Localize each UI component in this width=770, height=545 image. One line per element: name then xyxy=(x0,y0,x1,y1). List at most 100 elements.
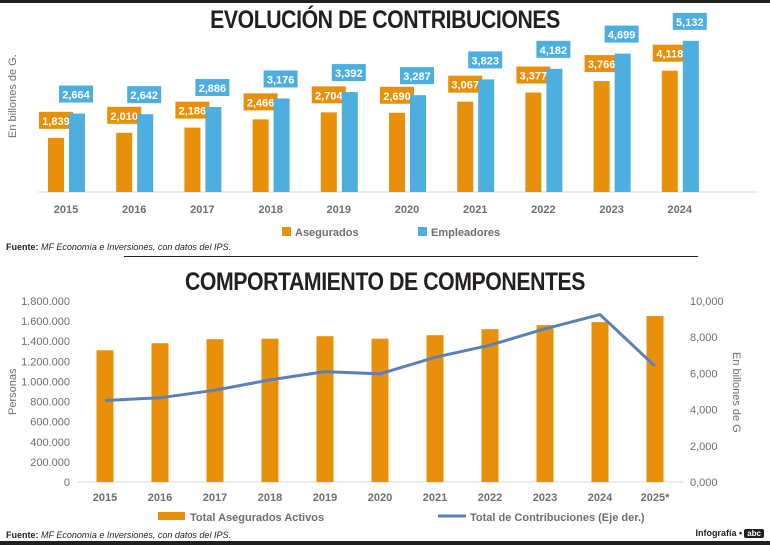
bar-asegurados-activos-2025* xyxy=(646,316,664,482)
data-label-empleadores-2018: 3,176 xyxy=(267,74,295,86)
data-label-empleadores-2019: 3,392 xyxy=(335,68,363,80)
data-label-box-empleadores-2017 xyxy=(195,78,230,96)
bar-asegurados-2023 xyxy=(593,81,610,192)
bar-empleadores-2018 xyxy=(273,98,290,192)
data-label-box-empleadores-2023 xyxy=(604,25,639,43)
y-right-tick-0: 0,000 xyxy=(690,477,718,489)
data-label-empleadores-2020: 3,287 xyxy=(403,71,431,83)
data-label-box-empleadores-2018 xyxy=(263,70,298,88)
data-label-empleadores-2016: 2,642 xyxy=(130,90,158,102)
credit-label: Infografía • xyxy=(695,528,743,538)
data-label-box-empleadores-2020 xyxy=(400,67,434,85)
bar-asegurados-activos-2020 xyxy=(371,338,389,482)
x-tick-2016: 2016 xyxy=(122,204,146,216)
bar-empleadores-2015 xyxy=(69,113,85,192)
data-label-box-asegurados-2020 xyxy=(380,86,414,104)
bar-asegurados-activos-2024 xyxy=(591,322,609,482)
data-label-asegurados-2023: 3,766 xyxy=(588,59,616,71)
bar-asegurados-2021 xyxy=(457,101,474,192)
bar-asegurados-activos-2021 xyxy=(426,335,444,482)
bar-asegurados-2019 xyxy=(320,112,337,192)
top-rule xyxy=(0,0,770,3)
bar-empleadores-2021 xyxy=(478,79,495,192)
y-left-tick-4: 800.000 xyxy=(30,397,70,409)
data-label-asegurados-2017: 2,186 xyxy=(179,106,207,118)
source-text: MF Economía e Inversiones, con datos del… xyxy=(41,242,231,252)
data-label-box-asegurados-2019 xyxy=(311,86,346,104)
credit: Infografía • abc xyxy=(696,528,764,538)
y-left-tick-5: 1.000.000 xyxy=(21,376,70,388)
y-right-tick-5: 10,000 xyxy=(690,296,724,308)
y-right-tick-3: 6,000 xyxy=(690,368,718,380)
x-tick-2018: 2018 xyxy=(258,492,282,504)
data-label-empleadores-2023: 4,699 xyxy=(608,30,636,42)
chart2-title: COMPORTAMIENTO DE COMPONENTES xyxy=(184,268,586,296)
source-note-1: Fuente: MF Economía e Inversiones, con d… xyxy=(6,242,231,252)
data-label-empleadores-2017: 2,886 xyxy=(199,83,227,95)
y-left-tick-6: 1.200.000 xyxy=(21,356,70,368)
y-right-tick-4: 8,000 xyxy=(690,332,718,344)
bar-asegurados-2017 xyxy=(184,127,201,192)
chart1-title: EVOLUCIÓN DE CONTRIBUCIONES xyxy=(210,6,560,34)
y-left-tick-7: 1.400.000 xyxy=(21,336,70,348)
x-tick-2015: 2015 xyxy=(93,492,117,504)
y-right-tick-2: 4,000 xyxy=(690,405,718,417)
bar-asegurados-activos-2022 xyxy=(481,329,499,482)
section-divider xyxy=(124,256,698,257)
bar-asegurados-activos-2018 xyxy=(261,338,279,482)
bar-empleadores-2019 xyxy=(341,92,358,192)
bar-asegurados-2018 xyxy=(252,119,269,192)
data-label-empleadores-2024: 5,132 xyxy=(676,17,704,29)
legend-label-total-contribuciones: Total de Contribuciones (Eje der.) xyxy=(470,512,645,524)
data-label-box-empleadores-2016 xyxy=(127,86,162,104)
x-tick-2017: 2017 xyxy=(190,204,214,216)
y-left-axis-label: Personas xyxy=(7,368,19,415)
x-tick-2024: 2024 xyxy=(588,492,613,504)
x-tick-2020: 2020 xyxy=(395,204,419,216)
x-tick-2019: 2019 xyxy=(327,204,351,216)
data-label-box-empleadores-2024 xyxy=(672,12,707,30)
bar-asegurados-2022 xyxy=(525,92,542,192)
legend-swatch-empleadores xyxy=(418,227,427,236)
data-label-asegurados-2021: 3,067 xyxy=(451,80,479,92)
data-label-empleadores-2015: 2,664 xyxy=(62,90,90,102)
data-label-box-asegurados-2015 xyxy=(39,111,73,129)
bar-asegurados-activos-2019 xyxy=(316,336,334,482)
data-label-asegurados-2024: 4,118 xyxy=(656,49,683,61)
x-tick-2022: 2022 xyxy=(478,492,502,504)
bar-asegurados-2016 xyxy=(116,132,133,192)
y-left-tick-2: 400.000 xyxy=(30,437,70,449)
data-label-box-asegurados-2016 xyxy=(107,106,142,124)
data-label-asegurados-2022: 3,377 xyxy=(520,71,548,83)
y-left-tick-9: 1.800.000 xyxy=(21,296,70,308)
data-label-box-empleadores-2015 xyxy=(59,85,93,103)
bar-empleadores-2017 xyxy=(205,106,222,192)
source-label: Fuente: xyxy=(6,530,39,540)
y-left-tick-1: 200.000 xyxy=(30,457,70,469)
data-label-asegurados-2019: 2,704 xyxy=(315,90,343,102)
data-label-box-asegurados-2018 xyxy=(243,93,278,111)
abc-logo: abc xyxy=(744,529,764,538)
bar-empleadores-2016 xyxy=(137,114,154,192)
y-right-tick-1: 2,000 xyxy=(690,441,718,453)
bar-asegurados-activos-2016 xyxy=(151,343,169,482)
data-label-box-empleadores-2021 xyxy=(468,51,503,69)
source-note-2: Fuente: MF Economía e Inversiones, con d… xyxy=(6,530,231,540)
x-tick-2019: 2019 xyxy=(313,492,337,504)
bar-empleadores-2024 xyxy=(682,40,699,193)
bar-asegurados-2020 xyxy=(389,112,405,192)
bar-asegurados-activos-2017 xyxy=(206,339,224,482)
data-label-box-empleadores-2019 xyxy=(331,64,366,82)
data-label-box-asegurados-2024 xyxy=(652,44,687,62)
data-label-asegurados-2018: 2,466 xyxy=(247,97,275,109)
legend-label-asegurados: Asegurados xyxy=(295,227,359,239)
bar-asegurados-2015 xyxy=(48,137,64,192)
source-text: MF Economía e Inversiones, con datos del… xyxy=(41,530,231,540)
data-label-asegurados-2016: 2,010 xyxy=(110,111,138,123)
x-tick-2024: 2024 xyxy=(668,204,693,216)
y-left-tick-0: 0 xyxy=(64,477,70,489)
data-label-box-asegurados-2017 xyxy=(175,101,210,119)
x-tick-2015: 2015 xyxy=(54,204,78,216)
x-tick-2023: 2023 xyxy=(599,204,623,216)
